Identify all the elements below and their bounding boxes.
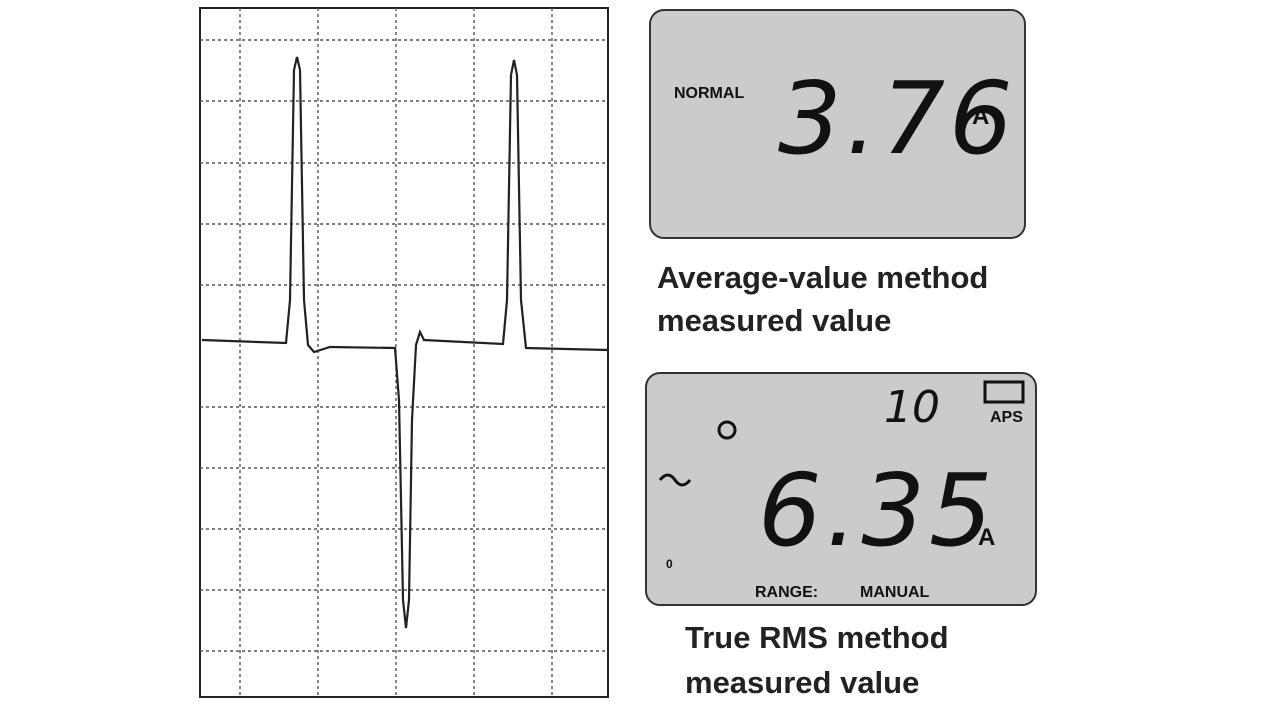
rms-lcd: 10 APS 6.35 A 0 RANGE: MANUAL: [645, 372, 1037, 606]
caption: Average-value method: [657, 260, 988, 295]
zero-mark: 0: [666, 557, 673, 571]
unit: A: [978, 524, 995, 551]
caption: measured value: [685, 665, 919, 700]
scope-grid: [200, 8, 608, 697]
caption: measured value: [657, 303, 891, 338]
average-lcd: NORMAL 3.76 A: [649, 9, 1026, 239]
indicator: APS: [990, 409, 1023, 426]
range-mode: MANUAL: [860, 584, 930, 601]
scope-frame: [199, 7, 609, 698]
lcd-panel: [649, 9, 1026, 239]
unit: A: [972, 103, 989, 130]
mode-label: NORMAL: [674, 85, 744, 102]
ac-symbol: [658, 473, 692, 487]
reading: 6.35: [758, 452, 997, 569]
oscilloscope: [199, 7, 609, 698]
waveform: [201, 56, 609, 629]
lcd-panel: [645, 372, 1037, 606]
bulb-icon: [717, 420, 737, 440]
caption: True RMS method: [685, 620, 949, 655]
small-reading: 10: [884, 382, 940, 433]
battery-icon: [983, 380, 1025, 404]
range-label: RANGE:: [755, 584, 818, 601]
reading: 3.76: [778, 60, 1017, 177]
